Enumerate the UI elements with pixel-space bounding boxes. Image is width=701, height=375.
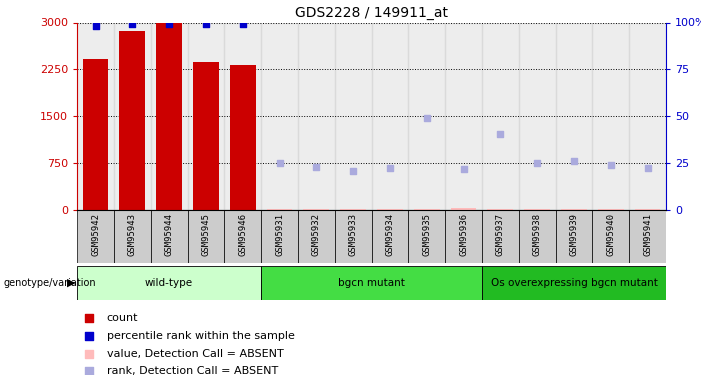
Bar (340, 209, 366, 210)
Bar (77, 266, 261, 300)
Point (237, 21, 248, 27)
Point (495, 131, 506, 137)
Bar (519, 22, 555, 210)
Bar (266, 209, 292, 210)
Bar (482, 22, 519, 210)
Point (421, 114, 433, 120)
Text: GSM95932: GSM95932 (312, 213, 321, 256)
Bar (224, 210, 261, 262)
Text: GSM95944: GSM95944 (165, 213, 174, 256)
Point (200, 21, 212, 27)
Point (458, 166, 469, 172)
Bar (629, 22, 666, 210)
Bar (114, 22, 151, 210)
Bar (561, 209, 587, 210)
Point (90, 23, 101, 29)
Bar (451, 208, 477, 210)
Bar (151, 210, 187, 262)
Text: percentile rank within the sample: percentile rank within the sample (107, 331, 294, 341)
Bar (372, 210, 408, 262)
Bar (555, 210, 592, 262)
Bar (151, 22, 187, 210)
Point (569, 158, 580, 164)
Bar (629, 210, 666, 262)
Bar (555, 22, 592, 210)
Bar (77, 22, 114, 210)
Text: GSM95935: GSM95935 (422, 213, 431, 256)
Text: GSM95945: GSM95945 (201, 213, 210, 256)
Text: GSM95938: GSM95938 (533, 213, 542, 256)
Bar (261, 266, 482, 300)
Bar (414, 209, 440, 210)
Point (642, 165, 653, 171)
Bar (114, 210, 151, 262)
Text: GSM95937: GSM95937 (496, 213, 505, 256)
Bar (445, 210, 482, 262)
Text: Os overexpressing bgcn mutant: Os overexpressing bgcn mutant (491, 278, 658, 288)
Bar (83, 59, 109, 210)
Text: bgcn mutant: bgcn mutant (338, 278, 405, 288)
Bar (298, 22, 335, 210)
Text: genotype/variation: genotype/variation (4, 278, 96, 288)
Bar (230, 65, 256, 210)
Point (473, 304, 484, 310)
Point (605, 162, 616, 168)
Bar (119, 31, 145, 210)
Text: GSM95940: GSM95940 (606, 213, 615, 256)
Bar (224, 22, 261, 210)
Text: GSM95931: GSM95931 (275, 213, 284, 256)
Bar (408, 22, 445, 210)
Bar (482, 210, 519, 262)
Point (127, 21, 138, 27)
Bar (77, 210, 114, 262)
Bar (592, 22, 629, 210)
Bar (187, 210, 224, 262)
Point (348, 168, 359, 174)
Point (384, 165, 395, 171)
Bar (519, 210, 555, 262)
Bar (156, 22, 182, 210)
Bar (335, 210, 372, 262)
Text: GSM95943: GSM95943 (128, 213, 137, 256)
Text: GSM95939: GSM95939 (569, 213, 578, 256)
Bar (482, 266, 666, 300)
Text: GSM95946: GSM95946 (238, 213, 247, 256)
Bar (187, 22, 224, 210)
Bar (408, 210, 445, 262)
Text: GSM95941: GSM95941 (643, 213, 652, 256)
Text: GSM95933: GSM95933 (348, 213, 358, 256)
Bar (598, 209, 624, 210)
Bar (335, 22, 372, 210)
Bar (445, 22, 482, 210)
Bar (298, 210, 335, 262)
Title: GDS2228 / 149911_at: GDS2228 / 149911_at (295, 6, 448, 20)
Text: rank, Detection Call = ABSENT: rank, Detection Call = ABSENT (107, 366, 278, 375)
Point (473, 142, 484, 148)
Bar (377, 209, 403, 210)
Text: wild-type: wild-type (145, 278, 193, 288)
Bar (372, 22, 408, 210)
Text: GSM95942: GSM95942 (91, 213, 100, 256)
Text: GSM95934: GSM95934 (386, 213, 395, 256)
Bar (261, 210, 298, 262)
Bar (592, 210, 629, 262)
Bar (193, 62, 219, 210)
Text: value, Detection Call = ABSENT: value, Detection Call = ABSENT (107, 349, 283, 358)
Bar (524, 209, 550, 210)
Point (163, 21, 175, 27)
Text: ▶: ▶ (67, 278, 75, 288)
Text: GSM95936: GSM95936 (459, 213, 468, 256)
Bar (304, 209, 329, 210)
Bar (487, 209, 513, 210)
Bar (261, 22, 298, 210)
Text: count: count (107, 313, 138, 323)
Point (531, 160, 543, 166)
Point (311, 164, 322, 170)
Bar (634, 209, 660, 210)
Point (274, 160, 285, 166)
